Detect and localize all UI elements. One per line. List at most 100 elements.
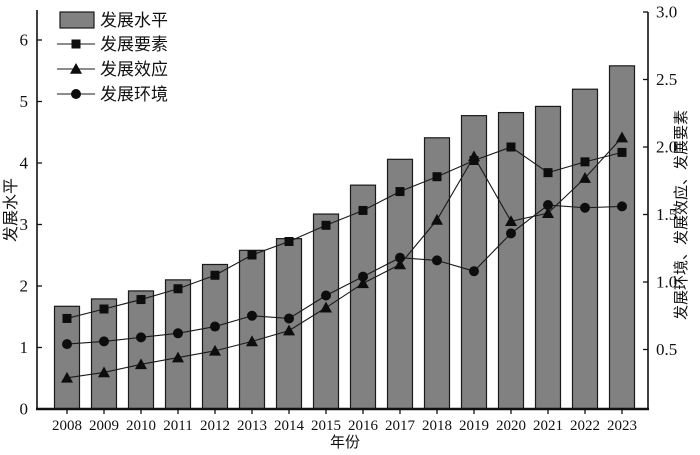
x-axis-title: 年份 [330, 434, 360, 451]
right-axis-tick-label: 3.0 [656, 3, 677, 22]
x-tick-label-2023: 2023 [607, 418, 637, 434]
x-tick-label-2022: 2022 [570, 418, 600, 434]
x-tick-label-2016: 2016 [348, 418, 379, 434]
x-tick-label-2015: 2015 [311, 418, 341, 434]
marker-triangle-2022 [579, 172, 591, 183]
left-axis-title: 发展水平 [2, 178, 20, 242]
bar-2012 [201, 263, 229, 410]
left-axis-tick-label: 4 [20, 154, 29, 173]
x-tick-label-2013: 2013 [237, 418, 267, 434]
right-axis-tick-label: 2.0 [656, 138, 677, 157]
marker-triangle-2014 [283, 324, 295, 336]
x-tick-label-2017: 2017 [385, 418, 416, 434]
marker-square-2022 [580, 157, 590, 167]
marker-square-2021 [543, 168, 553, 178]
marker-circle-2022 [580, 202, 590, 213]
marker-triangle-2016 [357, 277, 369, 289]
marker-circle-2019 [469, 266, 479, 277]
right-axis-tick-label: 2.5 [656, 70, 677, 89]
marker-square-2013 [247, 250, 257, 260]
marker-triangle-2011 [172, 351, 184, 363]
marker-triangle-2008 [61, 371, 73, 383]
left-axis-tick-label: 0 [20, 400, 29, 419]
bar-2009 [90, 298, 118, 410]
marker-square-2009 [99, 304, 109, 314]
marker-square-2011 [173, 284, 183, 294]
bar-2011 [164, 279, 192, 410]
bar-2022 [571, 88, 599, 410]
marker-square-2018 [432, 172, 442, 182]
legend-label-triangle: 发展效应 [100, 60, 168, 79]
marker-triangle-2020 [505, 215, 517, 227]
marker-triangle-2017 [394, 258, 406, 270]
marker-square-2020 [506, 142, 516, 152]
marker-circle-2013 [247, 310, 257, 321]
marker-square-2012 [210, 270, 220, 280]
legend-swatch-bar [59, 11, 95, 29]
legend-marker-triangle [70, 63, 82, 74]
marker-triangle-2009 [98, 366, 110, 378]
marker-circle-2009 [99, 336, 109, 347]
x-tick-label-2009: 2009 [89, 418, 119, 434]
x-tick-label-2020: 2020 [496, 418, 526, 434]
marker-circle-2017 [395, 252, 405, 263]
marker-triangle-2021 [542, 207, 554, 218]
bar-2023 [608, 65, 636, 410]
legend-label-bar: 发展水平 [100, 11, 168, 30]
marker-square-2008 [62, 313, 72, 323]
x-tick-label-2011: 2011 [163, 418, 192, 434]
right-axis-tick-label: 1.5 [656, 205, 677, 224]
marker-triangle-2015 [320, 301, 332, 313]
right-axis-tick-label: 1.0 [656, 273, 677, 292]
right-axis-tick-label: 0.5 [656, 340, 677, 359]
marker-circle-2010 [136, 332, 146, 343]
legend-marker-square [71, 39, 81, 49]
marker-triangle-2013 [246, 335, 258, 347]
line-triangle [66, 137, 623, 379]
line-square [66, 146, 623, 319]
marker-circle-2011 [173, 328, 183, 339]
left-axis-tick-label: 5 [20, 92, 29, 111]
bar-2017 [386, 158, 414, 410]
marker-circle-2021 [543, 200, 553, 211]
marker-circle-2014 [284, 313, 294, 324]
marker-circle-2008 [62, 339, 72, 350]
line-circle [66, 204, 623, 345]
x-tick-label-2010: 2010 [126, 418, 156, 434]
x-tick-label-2012: 2012 [200, 418, 230, 434]
marker-circle-2020 [506, 228, 516, 239]
left-axis-tick-label: 1 [20, 338, 29, 357]
x-tick-label-2021: 2021 [533, 418, 563, 434]
marker-square-2023 [617, 147, 627, 157]
right-axis-title: 发展环境、发展效应、发展要素 [672, 110, 690, 320]
marker-square-2017 [395, 187, 405, 197]
left-axis-tick-label: 6 [20, 31, 29, 50]
marker-circle-2023 [617, 201, 627, 212]
bar-2014 [275, 238, 303, 410]
bar-2010 [127, 290, 155, 410]
marker-triangle-2018 [431, 213, 443, 225]
marker-square-2015 [321, 220, 331, 230]
legend-label-square: 发展要素 [100, 35, 168, 54]
marker-square-2014 [284, 237, 294, 246]
legend-label-circle: 发展环境 [100, 85, 168, 104]
x-tick-label-2008: 2008 [52, 418, 82, 434]
marker-circle-2015 [321, 290, 331, 301]
x-tick-label-2014: 2014 [274, 418, 305, 434]
marker-circle-2016 [358, 271, 368, 282]
left-axis-tick-label: 2 [20, 277, 29, 296]
legend-marker-circle [71, 89, 81, 99]
marker-square-2016 [358, 205, 368, 215]
marker-triangle-2019 [468, 150, 480, 162]
marker-triangle-2012 [209, 344, 221, 356]
marker-triangle-2023 [616, 131, 628, 143]
bar-2016 [349, 184, 377, 410]
bar-2013 [238, 249, 266, 410]
marker-circle-2012 [210, 321, 220, 332]
left-axis-tick-label: 3 [20, 215, 29, 234]
x-tick-label-2019: 2019 [459, 418, 489, 434]
bar-2021 [534, 105, 562, 410]
marker-circle-2018 [432, 255, 442, 266]
